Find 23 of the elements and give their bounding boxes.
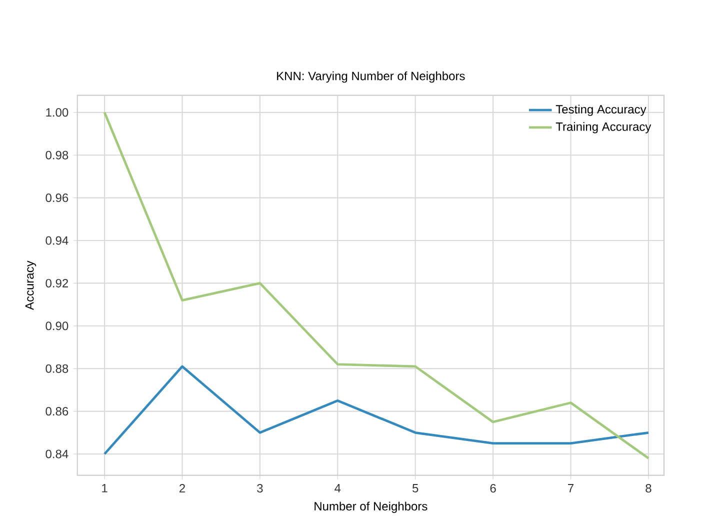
x-tick-label: 2 xyxy=(180,484,185,492)
x-tick-label: 3 xyxy=(257,484,263,493)
y-tick-label: 0.90 xyxy=(46,322,68,330)
y-tick-label: 0.96 xyxy=(46,194,68,202)
x-axis-title: Number of Neighbors xyxy=(314,502,428,513)
y-tick-label: 0.94 xyxy=(46,236,68,245)
y-tick-label: 0.84 xyxy=(46,450,68,458)
legend-label: Training Accuracy xyxy=(556,122,652,134)
line-series xyxy=(103,365,650,456)
y-tick-label: 0.88 xyxy=(46,364,68,373)
y-tick-label: 0.92 xyxy=(46,278,68,288)
y-tick-label: 1.00 xyxy=(46,108,68,117)
x-tick-label: 8 xyxy=(646,484,652,493)
legend-label: Testing Accuracy xyxy=(556,104,646,116)
y-tick-label: 0.98 xyxy=(46,150,68,160)
y-axis-title: Accuracy xyxy=(25,260,36,310)
x-tick-label: 4 xyxy=(334,484,341,492)
x-tick-label: 7 xyxy=(568,484,574,492)
chart-title: KNN: Varying Number of Neighbors xyxy=(277,71,465,83)
y-tick-label: 0.86 xyxy=(46,407,68,416)
x-tick-label: 1 xyxy=(102,484,108,492)
x-tick-label: 5 xyxy=(412,484,418,492)
x-tick-label: 6 xyxy=(490,484,496,493)
